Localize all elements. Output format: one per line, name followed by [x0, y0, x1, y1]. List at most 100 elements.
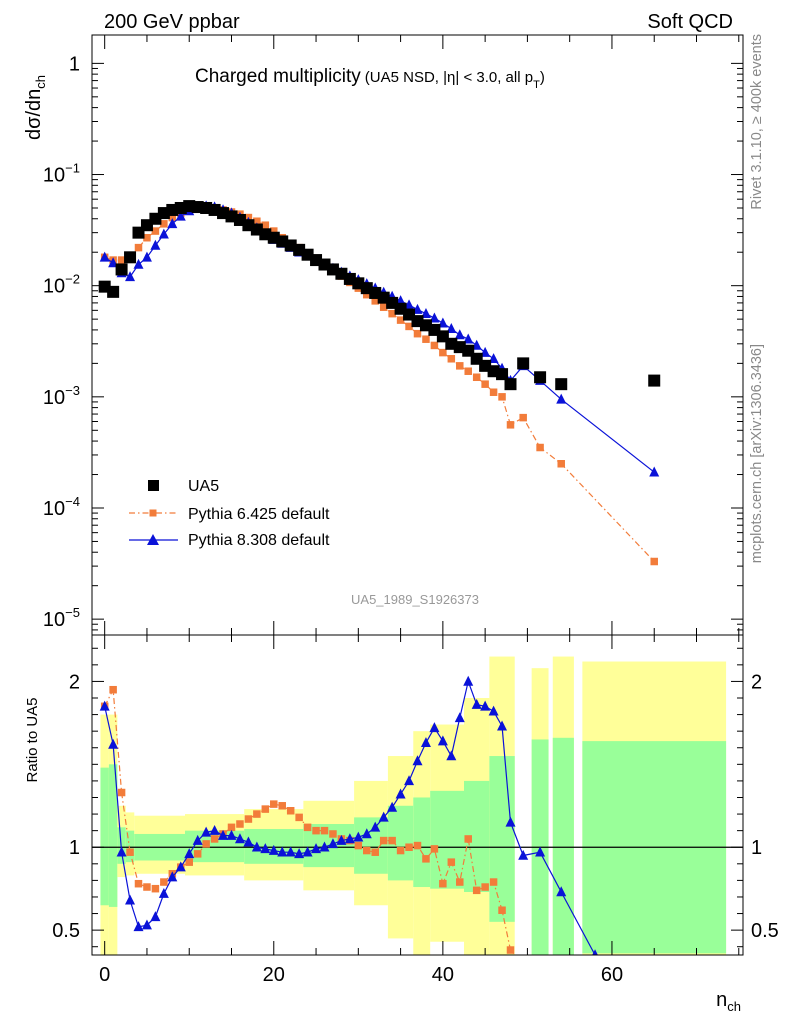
data-point-pythia-8-308-default — [649, 466, 660, 477]
ratio-point-pythia-8-308-default — [370, 821, 381, 832]
ratio-point-pythia-8-308-default — [344, 833, 355, 844]
main-y-tick-label: 10−3 — [43, 383, 80, 409]
ratio-point-pythia-6-425-default — [363, 846, 371, 855]
ratio-y-tick-label-right: 2 — [751, 671, 762, 693]
ratio-point-pythia-6-425-default — [151, 884, 160, 893]
ratio-point-pythia-8-308-default — [158, 887, 169, 898]
ratio-point-pythia-6-425-default — [481, 883, 489, 891]
ratio-point-pythia-6-425-default — [498, 906, 506, 914]
data-point-pythia-6-425-default — [413, 329, 422, 338]
main-y-tick-label: 10−1 — [43, 161, 80, 187]
ratio-point-pythia-6-425-default — [270, 800, 278, 808]
ratio-point-pythia-6-425-default — [286, 807, 295, 815]
data-point-pythia-6-425-default — [481, 380, 489, 388]
x-tick-label: 0 — [99, 964, 110, 986]
ratio-point-pythia-8-308-default — [404, 775, 415, 786]
data-point-ua5 — [504, 378, 517, 391]
band-inner — [552, 737, 574, 955]
legend-entry-ua5: UA5 — [148, 478, 219, 495]
ratio-y-tick-label: 0.5 — [52, 920, 80, 942]
ratio-point-pythia-6-425-default — [278, 802, 286, 810]
ratio-point-pythia-8-308-default — [133, 921, 144, 932]
ratio-point-pythia-6-425-default — [261, 805, 270, 813]
ratio-point-pythia-8-308-default — [141, 919, 152, 930]
ratio-point-pythia-8-308-default — [387, 801, 398, 812]
data-point-pythia-8-308-default — [175, 210, 186, 221]
ratio-ylabel: Ratio to UA5 — [24, 697, 41, 782]
ratio-y-tick-label: 2 — [69, 671, 80, 693]
data-point-pythia-8-308-default — [167, 218, 178, 229]
band-inner — [413, 797, 431, 888]
main-legend: UA5 Pythia 6.425 default Pythia 8.308 de… — [129, 478, 330, 549]
ratio-x-ticks: 0 20 40 60 — [99, 635, 740, 986]
ratio-point-pythia-6-425-default — [143, 883, 151, 891]
main-y-ticks: 1 10−1 10−2 10−3 10−4 10−5 — [43, 53, 743, 631]
ratio-point-pythia-8-308-default — [361, 828, 372, 839]
ratio-point-pythia-6-425-default — [515, 956, 523, 964]
ratio-point-pythia-6-425-default — [422, 855, 430, 863]
main-title-sub: (UA5 NSD, |η| < 3.0, all p — [365, 69, 533, 86]
band-inner — [108, 764, 118, 907]
data-point-pythia-6-425-default — [439, 348, 447, 357]
data-point-pythia-6-425-default — [151, 227, 160, 235]
data-point-pythia-6-425-default — [650, 557, 658, 566]
ratio-point-pythia-6-425-default — [193, 850, 202, 858]
main-x-ticks — [104, 35, 740, 635]
main-title-text: Charged multiplicity — [195, 66, 361, 87]
ratio-point-pythia-8-308-default — [184, 848, 195, 859]
data-point-pythia-8-308-default — [454, 329, 465, 340]
ratio-y-tick-label-right: 1 — [751, 837, 762, 859]
ratio-point-pythia-6-425-default — [329, 830, 337, 838]
legend-entry-pythia8: Pythia 8.308 default — [129, 532, 330, 549]
data-point-pythia-8-308-default — [463, 333, 474, 344]
ratio-xlabel: nch — [716, 989, 741, 1014]
main-ylabel: dσ/dnch — [23, 75, 48, 140]
ratio-point-pythia-8-308-default — [175, 861, 186, 872]
ratio-point-pythia-8-308-default — [294, 848, 305, 859]
ratio-point-pythia-8-308-default — [412, 755, 423, 766]
ratio-point-pythia-8-308-default — [260, 843, 271, 854]
data-point-pythia-6-425-default — [489, 388, 498, 396]
data-point-pythia-6-425-default — [388, 309, 396, 318]
ratio-point-pythia-8-308-default — [336, 834, 347, 845]
data-point-pythia-6-425-default — [168, 213, 177, 222]
data-point-ua5 — [555, 378, 568, 391]
ratio-point-pythia-8-308-default — [302, 846, 313, 857]
data-point-pythia-6-425-default — [143, 233, 151, 242]
main-title-sub-end: ) — [540, 69, 545, 86]
x-tick-label: 60 — [601, 964, 623, 986]
data-point-ua5 — [534, 371, 547, 384]
ratio-point-pythia-8-308-default — [218, 829, 229, 840]
data-point-pythia-6-425-default — [371, 297, 379, 305]
main-panel: 1 10−1 10−2 10−3 10−4 10−5 Charged multiplici… — [23, 34, 744, 636]
series-ua5 — [98, 200, 661, 391]
ratio-point-pythia-8-308-default — [234, 833, 245, 844]
ratio-point-pythia-6-425-default — [413, 841, 422, 850]
data-point-pythia-8-308-default — [99, 251, 110, 262]
ratio-y-ticks: 0.5 0.5 1 1 2 2 — [52, 647, 779, 948]
ratio-point-pythia-8-308-default — [592, 949, 598, 955]
main-plot-content — [98, 200, 661, 566]
ratio-point-pythia-6-425-default — [379, 836, 388, 845]
ratio-xlabel-text: n — [716, 989, 727, 1011]
ratio-point-pythia-8-308-default — [378, 811, 389, 822]
ratio-point-pythia-6-425-default — [202, 840, 210, 848]
main-title-sub-subscript: T — [533, 79, 540, 91]
data-point-ua5 — [124, 251, 137, 264]
legend-marker-ua5 — [148, 480, 159, 491]
header-left: 200 GeV ppbar — [104, 11, 240, 33]
data-point-pythia-6-425-default — [396, 316, 405, 324]
data-point-pythia-8-308-default — [141, 251, 152, 262]
ratio-point-pythia-8-308-default — [535, 846, 546, 857]
ratio-point-pythia-8-308-default — [556, 886, 567, 897]
data-point-pythia-6-425-default — [557, 460, 565, 468]
data-point-pythia-6-425-default — [422, 335, 430, 343]
main-y-tick-label: 10−2 — [43, 272, 80, 298]
series-pythia-6-425-default — [100, 203, 658, 566]
ratio-point-pythia-6-425-default — [295, 813, 303, 822]
data-point-pythia-6-425-default — [472, 373, 481, 382]
ratio-point-pythia-6-425-default — [472, 886, 481, 895]
ratio-point-pythia-8-308-default — [285, 846, 296, 857]
data-point-pythia-6-425-default — [464, 367, 472, 375]
